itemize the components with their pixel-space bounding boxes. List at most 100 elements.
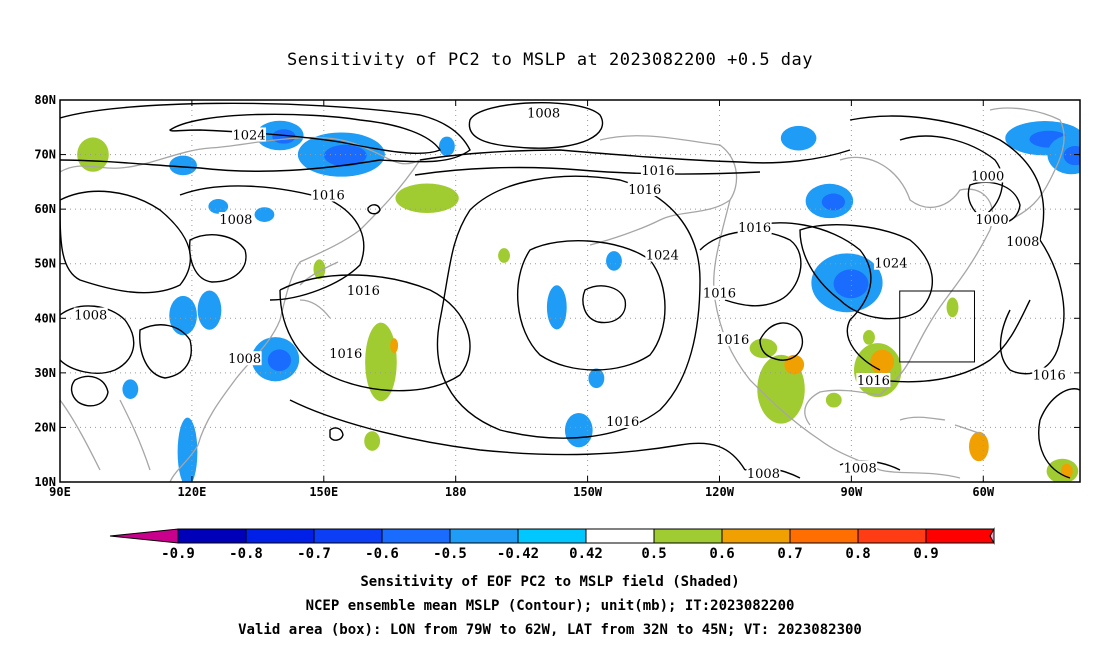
positive-sensitivity-area: [498, 248, 510, 263]
negative-sensitivity-area: [208, 199, 229, 214]
positive-sensitivity-area: [365, 322, 397, 402]
contour-1008-eurasia: [188, 234, 247, 283]
colorbar-swatch: [449, 528, 519, 544]
contour-label: 1024: [646, 249, 679, 264]
contour-label-background: [737, 220, 772, 235]
negative-sensitivity-area: [254, 207, 275, 222]
contour-1024-na-high: [799, 224, 934, 320]
contour-label: 1024: [874, 257, 907, 272]
contour-1016-southern: [289, 399, 746, 471]
contour-label: 1016: [628, 183, 661, 198]
contour-label-background: [73, 307, 108, 322]
contour-label: 1016: [606, 415, 639, 430]
negative-sensitivity-area: [169, 295, 197, 336]
contour-1008-north: [468, 102, 604, 149]
latitude-tick-label: 70N: [34, 148, 56, 162]
contour-label-background: [328, 345, 363, 360]
positive-sensitivity-area: [364, 431, 381, 451]
asia-coastline: [60, 136, 421, 173]
contour-label-background: [873, 255, 908, 270]
latitude-tick-label: 10N: [34, 475, 56, 489]
longitude-tick-label: 120W: [705, 485, 735, 499]
positive-sensitivity-area: [825, 392, 842, 408]
contour-label-background: [715, 332, 750, 347]
strong-negative-sensitivity-area: [1063, 145, 1080, 166]
colorbar-swatch: [721, 528, 791, 544]
contour-label: 1016: [1033, 369, 1066, 384]
contour-label: 1016: [641, 164, 674, 179]
contour-label-background: [970, 168, 1005, 183]
strong-negative-sensitivity-area: [821, 193, 846, 211]
colorbar-swatch: [653, 528, 723, 544]
longitude-tick-label: 150E: [309, 485, 338, 499]
coastlines: [60, 107, 1065, 482]
contour-label: 1008: [844, 461, 877, 476]
caption-line-1: Sensitivity of EOF PC2 to MSLP field (Sh…: [360, 574, 740, 590]
colorbar-swatch: [517, 528, 587, 544]
contour-label-background: [605, 413, 640, 428]
strong-positive-sensitivity-area: [390, 338, 399, 353]
colorbar-swatch: [313, 528, 383, 544]
contour-1016-pacific-outer: [436, 175, 701, 439]
caption-line-2: NCEP ensemble mean MSLP (Contour); unit(…: [305, 598, 795, 614]
contour-label-background: [645, 247, 680, 262]
latitude-tick-label: 60N: [34, 202, 56, 216]
contour-small-south: [329, 427, 344, 441]
contour-label: 1016: [716, 333, 749, 348]
contour-label-background: [1005, 233, 1040, 248]
contour-1016-nw: [60, 102, 471, 172]
contour-1016-atlantic: [879, 299, 1031, 383]
contour-label-background: [746, 465, 781, 480]
contour-label-background: [526, 105, 561, 120]
contour-label-background: [627, 182, 662, 197]
hudson-bay-coastline: [839, 156, 994, 231]
strong-negative-sensitivity-area: [833, 269, 869, 299]
contour-small-ne-asia: [367, 204, 381, 215]
positive-sensitivity-area: [946, 297, 959, 318]
contour-label-background: [218, 212, 253, 227]
colorbar-swatch: [245, 528, 315, 544]
negative-sensitivity-area: [780, 125, 817, 151]
contour-label-background: [1032, 367, 1067, 382]
colorbar-swatch: [585, 528, 655, 544]
longitude-tick-label: 150W: [573, 485, 603, 499]
latitude-tick-label: 50N: [34, 257, 56, 271]
contour-1024-inner: [582, 285, 627, 324]
contour-1024-nw: [169, 113, 442, 154]
latitude-tick-label: 30N: [34, 366, 56, 380]
positive-sensitivity-area: [749, 338, 778, 359]
sensitivity-shading: [77, 120, 1080, 482]
negative-sensitivity-area: [122, 379, 139, 400]
longitude-tick-label: 90W: [841, 485, 863, 499]
colorbar-swatch: [857, 528, 927, 544]
negative-sensitivity-area: [606, 251, 622, 271]
contour-1016-na-west: [699, 230, 802, 307]
colorbar-label: 0.5: [641, 546, 666, 562]
colorbar-swatch: [925, 528, 995, 544]
contour-label: 1016: [703, 287, 736, 302]
negative-sensitivity-area: [564, 412, 593, 448]
colorbar-label: -0.7: [297, 546, 331, 562]
positive-sensitivity-area: [863, 330, 875, 345]
contour-1008-sea-small: [70, 375, 109, 407]
colorbar-swatch: [789, 528, 859, 544]
contour-1024-pacific-high: [516, 239, 666, 371]
colorbar: -0.9 -0.8 -0.7 -0.6 -0.5 -0.42 0.42 0.5 0.6 0.7 0.…: [109, 527, 995, 562]
contour-1008-atlantic: [849, 115, 1045, 241]
strong-positive-sensitivity-area: [870, 349, 895, 375]
contour-label: 1008: [74, 309, 107, 324]
japan-outline: [299, 261, 339, 319]
contour-1016-atlantic-ridge: [999, 239, 1065, 375]
contour-1008-indochina: [139, 324, 192, 379]
longitude-tick-label: 60W: [972, 485, 994, 499]
colorbar-label: -0.6: [365, 546, 399, 562]
contour-label-background: [843, 460, 878, 475]
negative-sensitivity-area: [169, 155, 197, 176]
contour-1016-north-band-2: [414, 166, 761, 176]
contour-label: 1016: [857, 374, 890, 389]
contour-label: 1008: [1006, 235, 1039, 250]
colorbar-swatch: [381, 528, 451, 544]
negative-sensitivity-area: [197, 290, 222, 330]
